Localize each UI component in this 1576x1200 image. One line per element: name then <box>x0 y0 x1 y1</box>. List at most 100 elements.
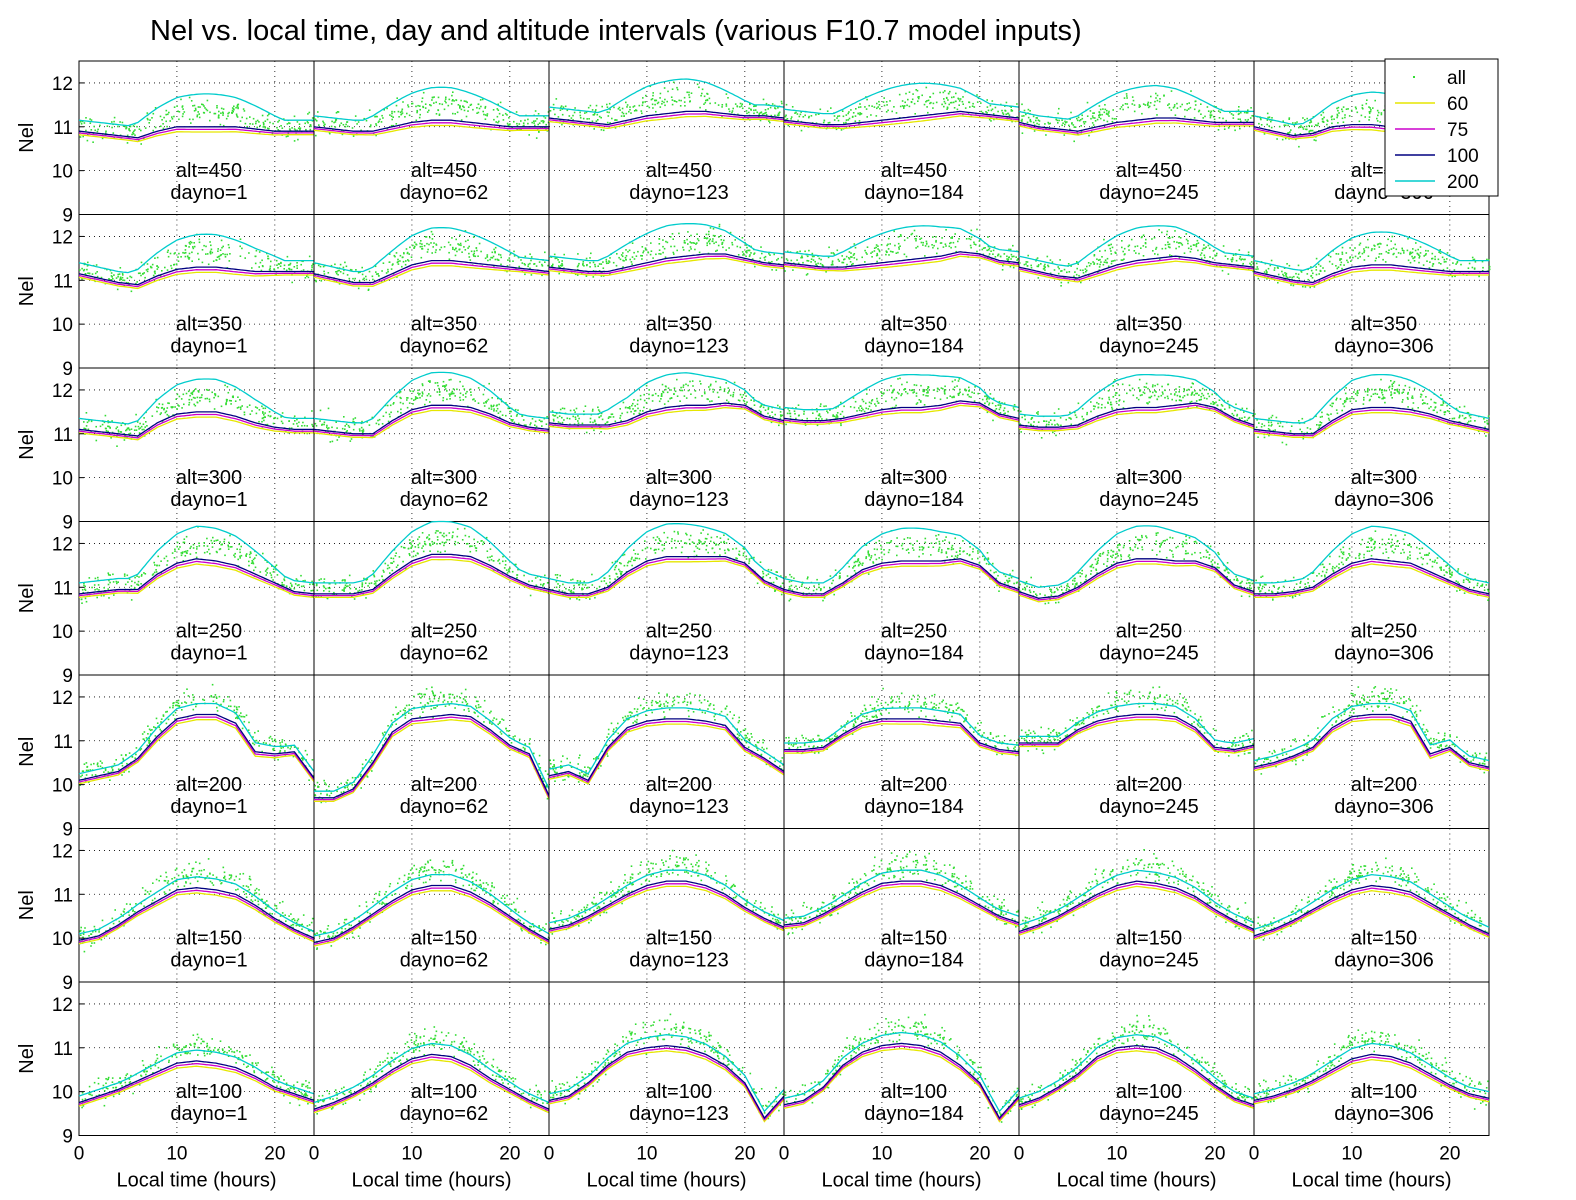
scatter-point <box>1309 133 1312 136</box>
scatter-point <box>1147 402 1149 405</box>
scatter-point <box>1176 394 1179 397</box>
scatter-point <box>220 239 223 242</box>
scatter-point <box>490 408 493 410</box>
scatter-point <box>971 391 973 394</box>
scatter-point <box>747 249 749 252</box>
scatter-point <box>1190 394 1193 396</box>
scatter-point <box>1443 258 1446 261</box>
scatter-point <box>1117 383 1119 386</box>
scatter-point <box>1471 256 1474 259</box>
scatter-point <box>1175 388 1177 390</box>
scatter-point <box>1310 129 1312 132</box>
scatter-point <box>531 418 534 420</box>
scatter-point <box>1074 271 1076 273</box>
scatter-point <box>820 403 822 405</box>
scatter-point <box>507 259 509 261</box>
scatter-point <box>1030 423 1032 426</box>
scatter-point <box>774 114 776 117</box>
scatter-point <box>492 109 495 111</box>
scatter-point <box>1319 270 1322 272</box>
scatter-point <box>866 253 868 255</box>
scatter-point <box>704 392 706 395</box>
scatter-point <box>672 81 675 84</box>
scatter-point <box>1390 248 1393 250</box>
scatter-point <box>1099 108 1102 111</box>
scatter-point <box>1343 400 1346 402</box>
scatter-point <box>196 401 199 404</box>
scatter-point <box>296 121 299 123</box>
scatter-point <box>860 410 863 412</box>
scatter-point <box>1179 105 1182 108</box>
scatter-point <box>497 259 500 261</box>
scatter-point <box>1363 396 1365 399</box>
scatter-point <box>134 134 136 136</box>
scatter-point <box>375 134 377 137</box>
scatter-point <box>1267 428 1270 430</box>
scatter-point <box>169 252 172 255</box>
scatter-point <box>515 415 518 417</box>
scatter-point <box>177 110 179 113</box>
scatter-point <box>775 269 778 271</box>
scatter-point <box>679 105 682 107</box>
scatter-point <box>540 420 542 423</box>
scatter-point <box>1416 252 1419 255</box>
scatter-point <box>608 111 610 114</box>
scatter-point <box>214 393 217 395</box>
scatter-point <box>895 404 897 407</box>
scatter-point <box>1136 397 1138 399</box>
scatter-point <box>1105 261 1107 264</box>
scatter-point <box>293 266 296 268</box>
scatter-point <box>516 413 518 416</box>
scatter-point <box>550 256 553 258</box>
scatter-point <box>602 261 604 263</box>
scatter-point <box>943 98 945 100</box>
scatter-point <box>594 110 597 113</box>
scatter-point <box>1076 261 1078 263</box>
scatter-point <box>885 250 888 252</box>
scatter-point <box>708 388 711 391</box>
scatter-point <box>1359 255 1361 258</box>
scatter-point <box>402 101 404 103</box>
scatter-point <box>351 127 354 129</box>
scatter-point <box>1035 119 1037 122</box>
scatter-point <box>151 117 153 119</box>
scatter-point <box>436 391 439 393</box>
scatter-point <box>683 96 686 99</box>
scatter-point <box>626 106 628 108</box>
scatter-point <box>750 108 752 111</box>
scatter-point <box>1401 249 1404 252</box>
scatter-point <box>701 395 703 397</box>
scatter-point <box>1209 116 1212 119</box>
scatter-point <box>1409 251 1412 253</box>
scatter-point <box>865 402 867 405</box>
scatter-point <box>609 273 611 276</box>
scatter-point <box>748 249 751 252</box>
scatter-point <box>1183 252 1186 254</box>
scatter-point <box>272 571 275 573</box>
scatter-point <box>217 395 220 398</box>
scatter-point <box>406 406 409 409</box>
scatter-point <box>683 240 686 242</box>
scatter-point <box>553 253 556 256</box>
scatter-point <box>95 264 98 266</box>
scatter-point <box>1145 386 1147 389</box>
scatter-point <box>111 121 113 123</box>
scatter-point <box>943 392 946 394</box>
scatter-point <box>1350 109 1353 112</box>
scatter-point <box>1070 111 1072 114</box>
scatter-point <box>320 280 323 282</box>
scatter-point <box>500 256 502 259</box>
scatter-point <box>746 112 748 115</box>
scatter-point <box>943 100 946 103</box>
scatter-point <box>585 111 588 114</box>
scatter-point <box>268 113 270 116</box>
scatter-point <box>732 394 735 396</box>
scatter-point <box>1044 263 1046 266</box>
scatter-point <box>1016 116 1018 118</box>
scatter-point <box>1402 399 1404 401</box>
scatter-point <box>1112 109 1114 111</box>
scatter-point <box>1422 390 1424 392</box>
scatter-point <box>126 277 129 279</box>
scatter-point <box>326 424 328 427</box>
scatter-point <box>85 117 87 119</box>
